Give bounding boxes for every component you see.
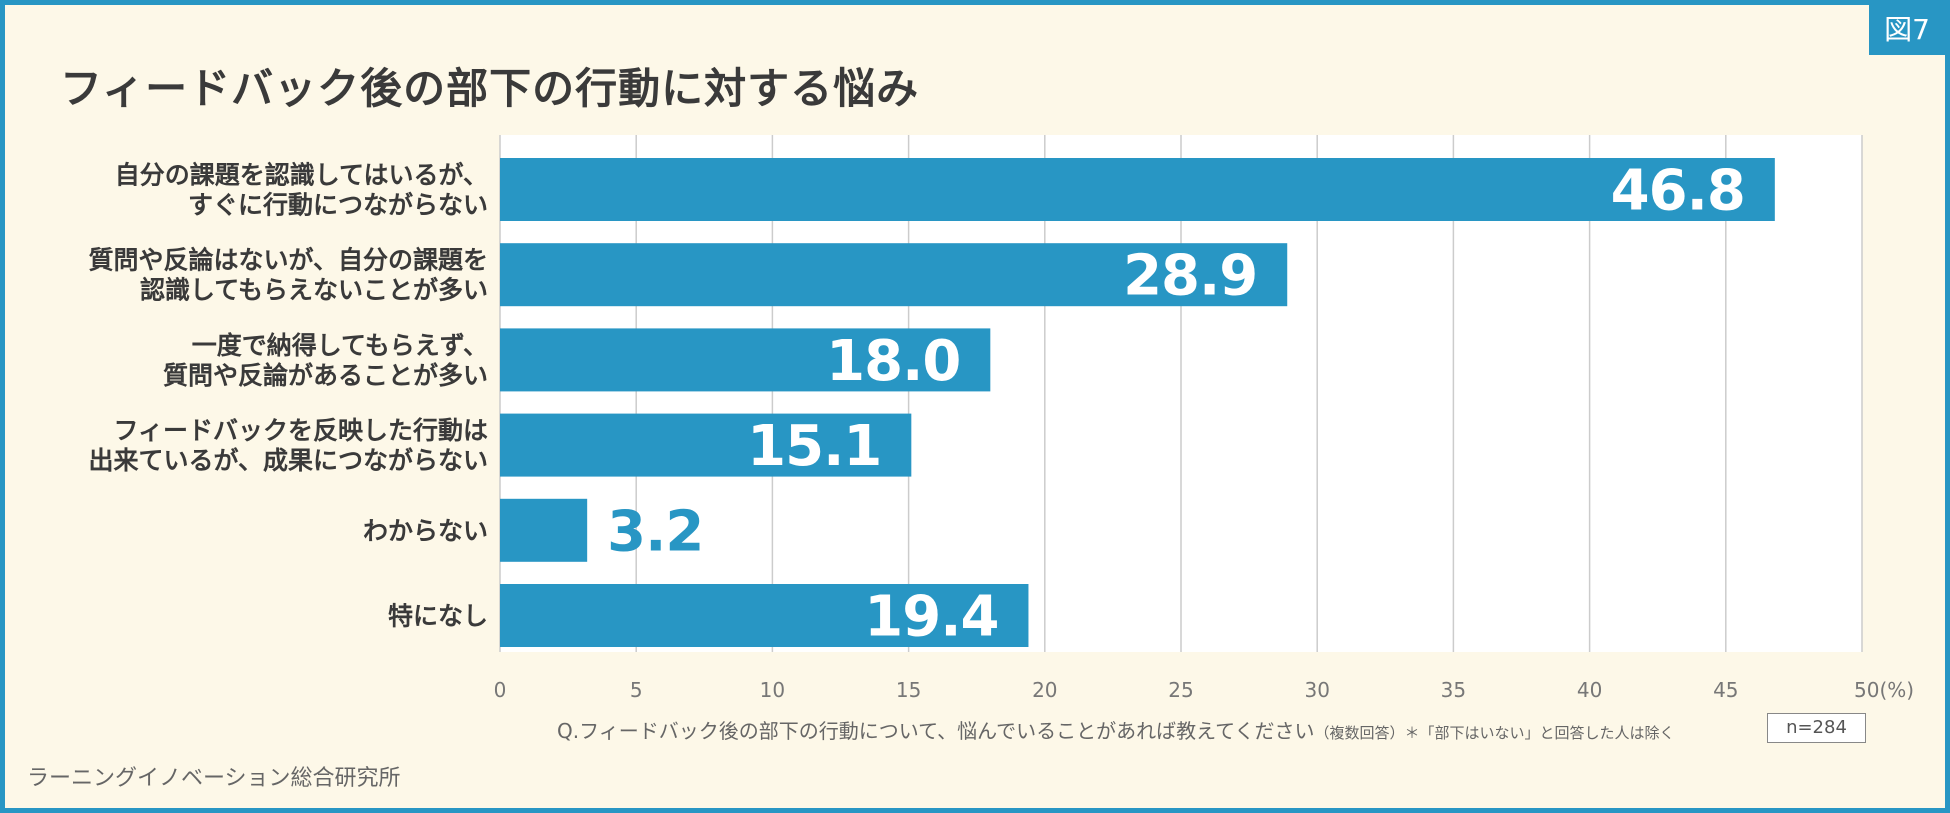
category-label: フィードバックを反映した行動は [113,416,488,445]
bar-value-label: 3.2 [607,499,703,564]
source-label: ラーニングイノベーション総合研究所 [27,766,401,791]
category-label: 質問や反論はないが、自分の課題を [88,246,488,275]
category-label: 認識してもらえないことが多い [140,276,488,305]
question-note: （複数回答）＊「部下はいない」と回答した人は除く [1314,724,1675,742]
sample-size-box: n=284 [1767,713,1866,743]
x-tick-label: 50(%) [1854,678,1914,702]
x-tick-label: 25 [1168,678,1193,702]
category-label: 自分の課題を認識してはいるが、 [115,161,488,190]
figure-number-badge: 図7 [1869,5,1945,55]
bar-value-label: 46.8 [1611,159,1745,224]
x-tick-label: 20 [1032,678,1057,702]
bar [500,498,588,562]
bar [500,243,1288,307]
category-label: 一度で納得してもらえず、 [192,331,488,360]
bar-value-label: 28.9 [1123,244,1257,309]
x-tick-label: 15 [896,678,921,702]
chart-title: フィードバック後の部下の行動に対する悩み [60,64,920,113]
bar [500,328,991,392]
x-tick-label: 45 [1713,678,1738,702]
bar [500,584,1029,647]
bar [500,158,1775,221]
bar-value-label: 19.4 [864,585,998,650]
category-label: すぐに行動につながらない [188,191,488,220]
survey-question: Q.フィードバック後の部下の行動について、悩んでいることがあれば教えてください（… [557,715,1675,744]
category-label: 出来ているが、成果につながらない [88,446,488,475]
category-label: わからない [363,516,488,545]
category-label: 特になし [388,602,488,631]
x-tick-label: 5 [630,678,643,702]
x-tick-label: 30 [1304,678,1329,702]
bar-value-label: 15.1 [747,414,881,479]
x-tick-label: 10 [760,678,785,702]
x-tick-label: 0 [494,678,507,702]
category-label: 質問や反論があることが多い [163,361,488,390]
bar-value-label: 18.0 [826,329,960,394]
x-tick-label: 40 [1577,678,1602,702]
bar [500,413,912,477]
question-text: Q.フィードバック後の部下の行動について、悩んでいることがあれば教えてください [557,719,1315,743]
x-tick-label: 35 [1441,678,1466,702]
